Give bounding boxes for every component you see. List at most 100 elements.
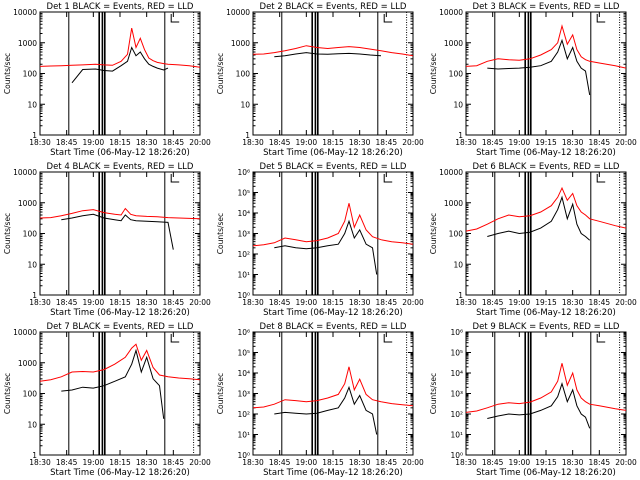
y-tick-label: 10⁴ (450, 369, 463, 378)
lld-series-line (39, 343, 201, 382)
events-series-line (274, 385, 378, 435)
x-tick-label: 18:45 (269, 458, 291, 467)
chart-title: Det 7 BLACK = Events, RED = LLD (47, 322, 194, 332)
y-tick-label: 10 (453, 260, 463, 269)
x-tick-label: 18:45 (269, 298, 291, 307)
x-tick-label: 20:00 (615, 458, 637, 467)
x-tick-label: 18:45 (589, 138, 611, 147)
interval-bracket (170, 14, 180, 23)
events-series-line (487, 195, 591, 241)
plot-frame (465, 171, 627, 296)
x-tick-label: 20:00 (189, 138, 211, 147)
x-tick-label: 19:00 (83, 298, 105, 307)
y-tick-label: 10000 (13, 8, 37, 17)
x-tick-label: 19:00 (296, 138, 318, 147)
y-tick-label: 100 (23, 70, 38, 79)
y-tick-label: 10000 (13, 328, 37, 337)
chart-panel-6: 1 10 100 1000 10000 18:30 18:45 19:00 19:15 18:30… (429, 162, 637, 318)
x-axis-label: Start Time (06-May-12 18:26:20) (50, 148, 190, 158)
y-tick-label: 10² (450, 410, 463, 419)
x-tick-label: 20:00 (615, 138, 637, 147)
y-tick-label: 10000 (13, 168, 37, 177)
chart-panel-1: 1 10 100 1000 10000 18:30 18:45 19:00 18:15 18:30… (3, 2, 211, 158)
x-tick-label: 18:30 (562, 458, 584, 467)
x-tick-label: 19:00 (83, 458, 105, 467)
y-tick-label: 100 (23, 390, 38, 399)
plot-frame (465, 11, 627, 136)
x-tick-label: 20:00 (402, 138, 424, 147)
x-tick-label: 18:45 (376, 298, 398, 307)
lld-series-line (465, 186, 627, 232)
interval-bracket (383, 14, 393, 23)
x-tick-label: 18:15 (109, 298, 131, 307)
x-tick-label: 18:30 (455, 298, 477, 307)
x-tick-label: 18:45 (589, 298, 611, 307)
y-tick-label: 10² (237, 250, 250, 259)
y-tick-label: 10³ (237, 230, 250, 239)
x-axis-label: Start Time (06-May-12 18:26:20) (476, 148, 616, 158)
y-tick-label: 1000 (18, 359, 37, 368)
chart-title: Det 1 BLACK = Events, RED = LLD (47, 2, 194, 12)
x-tick-label: 18:15 (322, 138, 344, 147)
x-tick-label: 18:45 (56, 138, 78, 147)
x-tick-label: 18:45 (589, 458, 611, 467)
x-tick-label: 18:30 (349, 298, 371, 307)
x-tick-label: 18:45 (482, 458, 504, 467)
interval-bracket (596, 14, 606, 23)
y-tick-label: 10 (27, 100, 37, 109)
x-tick-label: 20:00 (402, 298, 424, 307)
x-tick-label: 18:45 (482, 138, 504, 147)
events-series-line (71, 46, 169, 84)
events-series-line (274, 219, 378, 275)
x-tick-label: 19:00 (296, 298, 318, 307)
x-axis-label: Start Time (06-May-12 18:26:20) (50, 468, 190, 478)
lld-series-line (252, 203, 414, 247)
plot-frame (252, 171, 414, 296)
x-axis-label: Start Time (06-May-12 18:26:20) (476, 468, 616, 478)
interval-bracket (596, 334, 606, 343)
y-tick-label: 10³ (450, 390, 463, 399)
x-tick-label: 18:45 (163, 458, 185, 467)
plot-frame (252, 11, 414, 136)
lld-series-line (39, 207, 201, 220)
x-tick-label: 20:00 (189, 298, 211, 307)
y-tick-label: 1000 (18, 39, 37, 48)
y-tick-label: 100 (449, 230, 464, 239)
y-tick-label: 1 (245, 131, 250, 140)
x-tick-label: 18:30 (455, 138, 477, 147)
x-tick-label: 18:30 (136, 298, 158, 307)
chart-title: Det 3 BLACK = Events, RED = LLD (473, 2, 620, 12)
y-tick-label: 10⁴ (237, 209, 250, 218)
x-tick-label: 18:45 (56, 458, 78, 467)
x-tick-label: 18:30 (29, 298, 51, 307)
interval-bracket (170, 174, 180, 183)
y-tick-label: 1000 (444, 39, 463, 48)
interval-bracket (383, 174, 393, 183)
y-tick-label: 10⁴ (237, 369, 250, 378)
y-tick-label: 1000 (444, 199, 463, 208)
y-tick-label: 10¹ (237, 271, 250, 280)
x-axis-label: Start Time (06-May-12 18:26:20) (263, 468, 403, 478)
chart-title: Det 5 BLACK = Events, RED = LLD (260, 162, 407, 172)
chart-title: Det 4 BLACK = Events, RED = LLD (47, 162, 194, 172)
x-tick-label: 18:30 (29, 458, 51, 467)
x-tick-label: 18:45 (376, 138, 398, 147)
x-tick-label: 19:00 (509, 298, 531, 307)
y-tick-label: 10000 (439, 8, 463, 17)
x-tick-label: 18:30 (455, 458, 477, 467)
chart-panel-4: 1 10 100 1000 10000 18:30 18:45 19:00 18:15 18:30… (3, 162, 211, 318)
events-series-line (487, 382, 591, 429)
x-tick-label: 18:30 (242, 458, 264, 467)
chart-panel-5: 10⁰ 10¹ 10² 10³ 10⁴ 10⁵ 10⁶ 18:30 18:45 19:00 18:1… (216, 162, 424, 318)
chart-panel-3: 1 10 100 1000 10000 18:30 18:45 19:00 19:15 18:30… (429, 2, 637, 158)
x-tick-label: 19:00 (83, 138, 105, 147)
events-series-line (61, 348, 165, 419)
x-tick-label: 18:30 (562, 298, 584, 307)
y-tick-label: 10² (237, 410, 250, 419)
chart-panel-2: 1 10 100 1000 10000 18:30 18:45 19:00 18:15 18:30… (216, 2, 424, 158)
y-tick-label: 100 (449, 70, 464, 79)
y-tick-label: 1000 (18, 199, 37, 208)
y-axis-label: Counts/sec (216, 373, 225, 414)
y-tick-label: 10⁰ (237, 451, 250, 460)
